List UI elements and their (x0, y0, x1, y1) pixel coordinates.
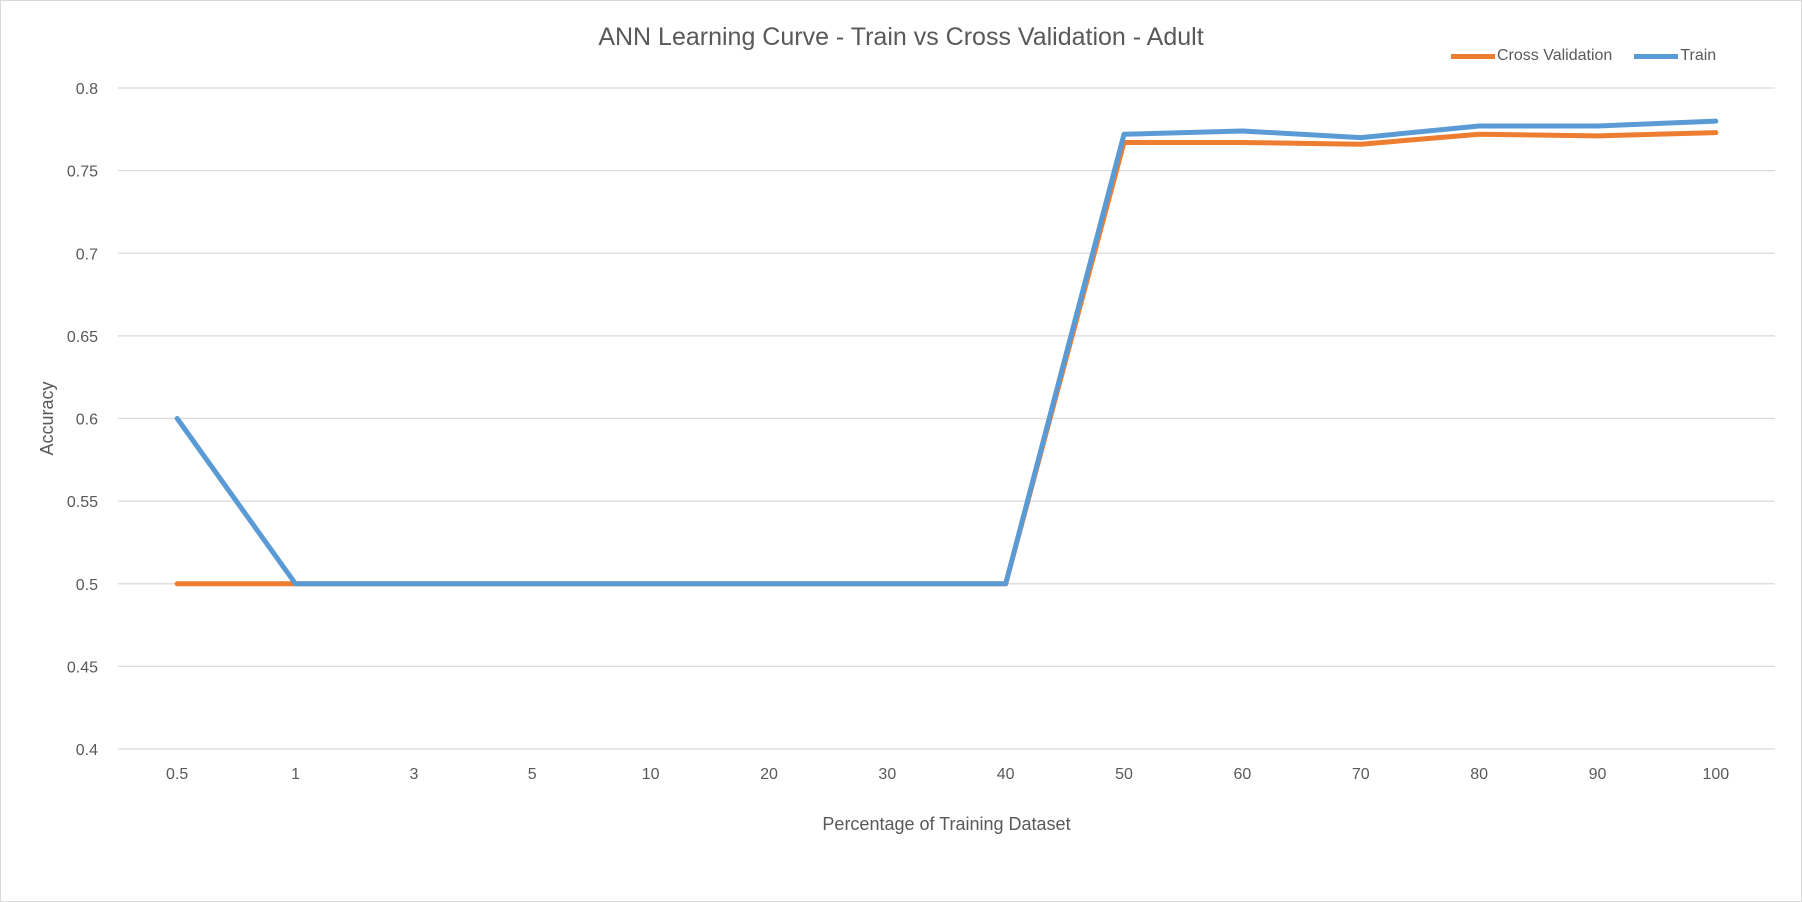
x-tick-label: 40 (997, 766, 1015, 783)
x-tick-label: 60 (1233, 766, 1251, 783)
x-tick-label: 30 (878, 766, 896, 783)
legend-label-cross-validation: Cross Validation (1497, 47, 1613, 64)
x-tick-label: 0.5 (166, 766, 188, 783)
y-tick-label: 0.55 (67, 494, 98, 511)
series-line-train (174, 118, 1719, 587)
x-tick-label: 5 (528, 766, 537, 783)
y-tick-label: 0.65 (67, 329, 98, 346)
legend-item-cross-validation: Cross Validation (1451, 47, 1612, 65)
legend-swatch-cross-validation (1451, 53, 1495, 59)
y-tick-label: 0.45 (67, 659, 98, 676)
legend-item-train: Train (1634, 47, 1716, 65)
y-tick-label: 0.5 (76, 577, 98, 594)
series-line-cross-validation (174, 130, 1719, 587)
x-axis-title: Percentage of Training Dataset (822, 814, 1070, 834)
x-tick-label: 20 (760, 766, 778, 783)
legend-swatch-train (1634, 53, 1679, 59)
x-tick-label: 10 (642, 766, 660, 783)
x-tick-label: 3 (409, 766, 418, 783)
legend: Cross Validation Train (1451, 47, 1738, 65)
chart-title: ANN Learning Curve - Train vs Cross Vali… (598, 23, 1204, 51)
y-tick-label: 0.6 (76, 412, 98, 429)
x-tick-label: 90 (1589, 766, 1607, 783)
x-tick-label: 80 (1470, 766, 1488, 783)
y-tick-label: 0.75 (67, 164, 98, 181)
y-tick-label: 0.7 (76, 246, 98, 263)
y-axis-title: Accuracy (37, 381, 57, 455)
legend-label-train: Train (1680, 47, 1717, 64)
x-tick-label: 1 (291, 766, 300, 783)
y-tick-label: 0.8 (76, 81, 98, 98)
x-tick-label: 70 (1352, 766, 1370, 783)
x-tick-label: 50 (1115, 766, 1133, 783)
y-tick-label: 0.4 (76, 742, 98, 759)
x-tick-label: 100 (1702, 766, 1729, 783)
